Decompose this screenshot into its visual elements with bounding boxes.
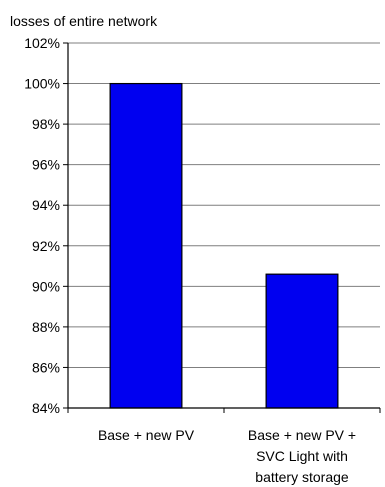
y-tick-label: 100%: [24, 76, 60, 92]
axes: [63, 42, 381, 413]
y-tick-label: 86%: [32, 359, 60, 375]
x-category-labels: Base + new PV Base + new PV + SVC Light wi…: [98, 427, 356, 485]
bar: [265, 273, 339, 409]
y-tick-label: 92%: [32, 238, 60, 254]
y-tick-labels: 84% 86% 88% 90% 92% 94% 96% 98% 100% 102%: [24, 35, 60, 416]
y-tick-label: 88%: [32, 319, 60, 335]
y-tick-label: 98%: [32, 116, 60, 132]
x-category-label: Base + new PV +: [248, 427, 356, 443]
x-category-label: Base + new PV: [98, 427, 195, 443]
bar: [109, 82, 183, 409]
y-tick-label: 102%: [24, 35, 60, 51]
y-tick-label: 90%: [32, 278, 60, 294]
bars: [109, 82, 339, 409]
y-tick-label: 84%: [32, 400, 60, 416]
y-tick-label: 94%: [32, 197, 60, 213]
y-tick-label: 96%: [32, 157, 60, 173]
chart-title: losses of entire network: [10, 13, 158, 29]
x-category-label: SVC Light with: [256, 448, 348, 464]
x-category-label: battery storage: [255, 469, 349, 485]
